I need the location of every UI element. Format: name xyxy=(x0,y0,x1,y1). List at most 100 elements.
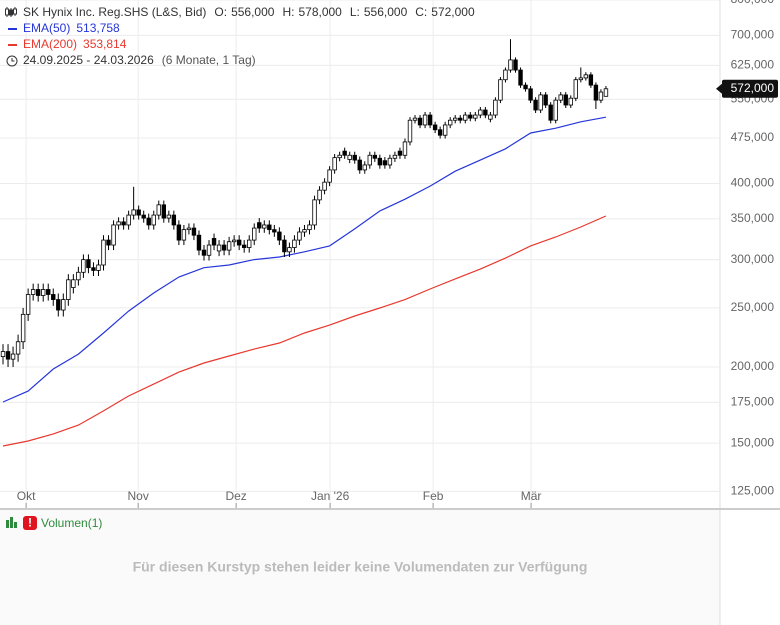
candle-body xyxy=(25,294,31,315)
y-tick-label: 250,000 xyxy=(731,300,775,314)
candle-body xyxy=(151,214,156,226)
candle-body xyxy=(382,160,388,166)
candle-body xyxy=(141,214,146,219)
candle-body xyxy=(427,114,433,126)
candle-body xyxy=(458,117,463,121)
price-tag-arrow xyxy=(716,83,722,94)
candle-body xyxy=(226,241,232,251)
candle-body xyxy=(402,141,408,156)
candle-body xyxy=(488,114,493,120)
candle-body xyxy=(161,204,166,219)
y-tick-label: 475,000 xyxy=(731,130,775,144)
candle-body xyxy=(121,221,126,226)
candle-body xyxy=(598,91,604,101)
candle-body xyxy=(216,244,222,252)
ohlc-value: 578,000 xyxy=(298,5,342,19)
volume-icon xyxy=(14,522,17,528)
candle-body xyxy=(166,214,172,219)
volume-icon xyxy=(10,517,13,528)
candle-body xyxy=(76,271,81,281)
x-tick-label: Feb xyxy=(423,489,444,503)
candle-body xyxy=(588,74,594,86)
candle-body xyxy=(603,88,609,97)
candle-body xyxy=(483,109,488,116)
candle-body xyxy=(478,109,483,116)
candle-body xyxy=(181,229,187,241)
price-tag-label: 572,000 xyxy=(731,81,775,95)
candle-body xyxy=(583,74,589,79)
candle-body xyxy=(86,259,91,269)
candle-body xyxy=(442,124,448,136)
candle-body xyxy=(367,154,372,166)
candle-body xyxy=(292,239,297,248)
candle-body xyxy=(392,154,398,159)
candle-body xyxy=(96,264,101,271)
candle-body xyxy=(297,231,302,241)
candle-body xyxy=(417,117,423,126)
legend-value: 513,758 xyxy=(76,21,120,35)
candle-body xyxy=(412,117,418,121)
candle-body xyxy=(518,69,523,86)
candle-body xyxy=(81,259,86,273)
candle-body xyxy=(568,97,573,106)
plot: 800,000700,000625,000550,000475,000400,0… xyxy=(0,0,774,508)
candle-body xyxy=(528,88,533,101)
candle-body xyxy=(282,239,287,253)
candle-body xyxy=(176,224,182,241)
ohlc-label: H: xyxy=(282,5,294,19)
ema-line xyxy=(2,215,607,447)
date-range: 24.09.2025 - 24.03.2026 (6 Monate, 1 Tag) xyxy=(23,53,256,67)
candle-body xyxy=(322,181,327,191)
x-tick-label: Okt xyxy=(17,489,36,503)
candle-body xyxy=(15,341,21,355)
y-tick-label: 200,000 xyxy=(731,359,775,373)
candle-body xyxy=(131,209,136,216)
candle-body xyxy=(272,229,277,233)
candle-body xyxy=(186,227,192,231)
y-tick-label: 300,000 xyxy=(731,252,775,266)
candle-body xyxy=(211,238,217,246)
candle-body xyxy=(327,169,332,183)
candle-body xyxy=(302,229,307,233)
candle-body xyxy=(473,114,478,119)
ohlc-label: O: xyxy=(214,5,227,19)
candle-body xyxy=(136,209,141,216)
candle-body xyxy=(513,59,518,71)
candle-body xyxy=(548,104,553,121)
candle-body xyxy=(468,114,473,119)
candle-body xyxy=(372,154,378,159)
candle-body xyxy=(71,279,76,288)
candle-body xyxy=(30,289,36,295)
legend-title: SK Hynix Inc. Reg.SHS (L&S, Bid) O: 556,00… xyxy=(23,5,475,19)
candle-body xyxy=(432,124,438,131)
ohlc-value: 556,000 xyxy=(231,5,275,19)
candle-body xyxy=(252,227,257,241)
candle-body xyxy=(106,239,111,246)
ohlc-label: L: xyxy=(350,5,360,19)
candle-body xyxy=(236,239,242,246)
candle-body xyxy=(538,94,543,111)
candle-body xyxy=(241,244,247,248)
y-tick-label: 800,000 xyxy=(731,0,775,6)
candle-body xyxy=(126,214,131,226)
candle-icon xyxy=(5,7,17,17)
candle-body xyxy=(508,59,513,71)
candle-body xyxy=(362,164,367,171)
candle-body xyxy=(387,157,393,166)
candle-body xyxy=(558,94,563,101)
candle-body xyxy=(231,239,237,243)
period: (6 Monate, 1 Tag) xyxy=(162,53,256,67)
y-tick-label: 700,000 xyxy=(731,28,775,42)
candle-body xyxy=(422,114,428,126)
legend-name: EMA(50) xyxy=(23,21,70,35)
volume-title: Volumen(1) xyxy=(41,516,102,530)
candle-body xyxy=(463,114,468,121)
candle-body xyxy=(553,99,558,121)
candle-body xyxy=(196,234,202,251)
volume-message: Für diesen Kurstyp stehen leider keine V… xyxy=(133,559,588,575)
candle-body xyxy=(10,353,16,360)
candle-body xyxy=(332,157,337,171)
y-tick-label: 400,000 xyxy=(731,176,775,190)
candle-body xyxy=(377,157,383,166)
